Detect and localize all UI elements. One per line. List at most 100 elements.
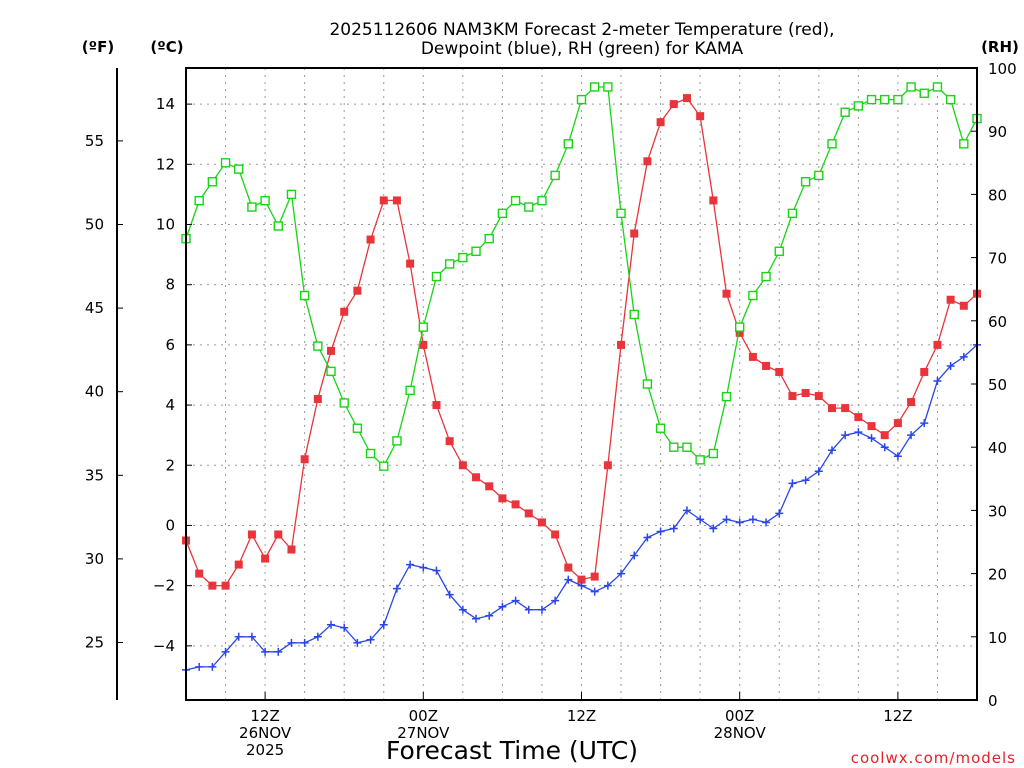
rh-tick-label: 70 [988, 250, 1007, 268]
dewpoint-point [287, 638, 296, 647]
dewpoint-point [472, 614, 481, 623]
dewpoint-point [669, 524, 678, 533]
temperature-point [669, 100, 678, 109]
rh-point [932, 82, 943, 92]
temperature-point [696, 112, 705, 121]
rh-point [484, 233, 494, 244]
fahrenheit-tick-label: 50 [85, 215, 104, 233]
temperature-point [643, 157, 652, 166]
temperature-point [551, 530, 560, 539]
x-tick-label: 27NOV [397, 724, 450, 742]
fahrenheit-tick-label: 45 [85, 299, 104, 317]
rh-point [945, 94, 956, 105]
rh-point [458, 252, 468, 263]
dewpoint-point [709, 524, 718, 533]
dewpoint-point [643, 533, 652, 542]
temperature-point [537, 518, 546, 527]
celsius-tick-label: −4 [153, 637, 175, 655]
dewpoint-point [419, 563, 428, 572]
rh-point [761, 271, 771, 282]
temperature-point [511, 500, 520, 509]
dewpoint-point [551, 596, 560, 605]
temperature-point [735, 328, 744, 337]
dewpoint-point [893, 452, 902, 461]
dewpoint-point [327, 620, 336, 629]
rh-point [510, 196, 521, 206]
temperature-point [656, 118, 665, 127]
temperature-point [564, 563, 573, 572]
rh-point [379, 461, 389, 471]
rh-point [800, 177, 811, 187]
temperature-point [472, 473, 481, 482]
rh-tick-label: 90 [988, 123, 1007, 141]
temperature-point [841, 404, 850, 413]
temperature-point [353, 286, 362, 295]
rh-tick-label: 0 [988, 692, 998, 710]
rh-tick-label: 20 [988, 566, 1007, 584]
celsius-tick-label: 2 [165, 456, 175, 474]
dewpoint-point [458, 605, 467, 614]
dewpoint-point [406, 560, 415, 569]
x-tick-label: 00Z [409, 707, 438, 725]
dewpoint-point [247, 632, 256, 641]
rh-point [550, 170, 560, 181]
celsius-tick-label: 4 [165, 396, 175, 414]
rh-point [273, 221, 283, 231]
rh-point [642, 379, 653, 389]
temperature-point [247, 530, 256, 539]
rh-point [352, 423, 363, 433]
rh-point [655, 423, 666, 433]
dewpoint-point [340, 623, 349, 632]
series-line-green [185, 86, 978, 468]
temperature-point [327, 346, 336, 355]
dewpoint-point [907, 431, 916, 440]
temperature-point [261, 554, 270, 563]
x-tick-label: 00Z [725, 707, 754, 725]
rh-point [537, 196, 547, 206]
dewpoint-point [234, 632, 243, 641]
fahrenheit-unit-label: (ºF) [82, 38, 114, 56]
fahrenheit-tick-label: 35 [85, 466, 104, 484]
temperature-point [498, 494, 507, 503]
dewpoint-point [801, 476, 810, 485]
dewpoint-point [537, 605, 546, 614]
series-layer [181, 82, 982, 674]
dewpoint-point [788, 479, 797, 488]
fahrenheit-tick-label: 25 [85, 633, 104, 651]
x-tick-label: 28NOV [714, 724, 767, 742]
rh-point [866, 94, 877, 105]
rh-point [959, 139, 969, 149]
rh-unit-label: (RH) [981, 38, 1019, 56]
rh-point [313, 341, 323, 351]
rh-point [207, 177, 218, 187]
chart-title-line-2: Dewpoint (blue), RH (green) for KAMA [421, 39, 744, 59]
temperature-point [419, 340, 428, 349]
dewpoint-point [656, 527, 665, 536]
dewpoint-point [630, 551, 639, 560]
dewpoint-point [854, 428, 863, 437]
rh-point [589, 82, 600, 92]
temperature-point [867, 422, 876, 431]
dewpoint-point [274, 647, 283, 656]
temperature-point [775, 367, 784, 376]
rh-point [286, 189, 297, 200]
temperature-point [946, 295, 955, 304]
celsius-tick-label: −2 [153, 577, 175, 595]
temperature-point [577, 575, 586, 584]
x-tick-label: 12Z [567, 707, 596, 725]
rh-point [444, 259, 455, 269]
rh-point [748, 290, 758, 301]
rh-point [339, 398, 349, 408]
dewpoint-point [353, 638, 362, 647]
grid-layer [186, 68, 977, 700]
celsius-tick-label: 6 [165, 336, 175, 354]
dewpoint-point [445, 590, 454, 599]
x-tick-label: 12Z [883, 707, 912, 725]
temperature-point [590, 572, 599, 581]
fahrenheit-tick-label: 55 [85, 132, 104, 150]
dewpoint-point [696, 515, 705, 524]
temperature-point [617, 340, 626, 349]
dewpoint-point [748, 515, 757, 524]
rh-point [326, 366, 336, 377]
temperature-point [340, 307, 349, 316]
